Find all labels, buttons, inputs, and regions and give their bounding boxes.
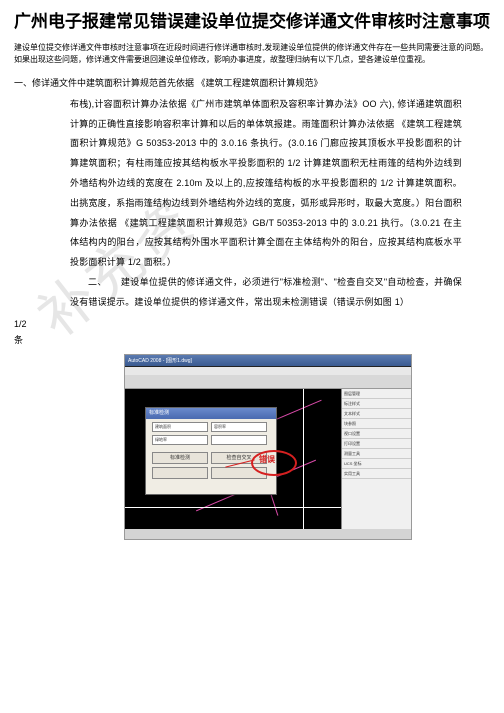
cad-crosshair-horizontal — [125, 507, 341, 508]
check-standard-button[interactable]: 标准检测 — [152, 452, 208, 464]
cad-dialog-title: 标准检测 — [146, 408, 276, 419]
dialog-input[interactable] — [211, 435, 267, 445]
cad-side-item: 图层管理 — [342, 389, 411, 399]
cad-titlebar: AutoCAD 2008 - [图形1.dwg] — [125, 355, 411, 367]
error-text-label: 错误 — [259, 454, 275, 465]
dialog-input[interactable]: 绿地率 — [152, 435, 208, 445]
body-paragraph-1: 布栈),计容面积计算办法依据《广州市建筑单体面积及容积率计算办法》OO 六), … — [14, 95, 490, 273]
cad-side-item: 文本样式 — [342, 409, 411, 419]
cad-dialog: 标准检测 建筑面积 容积率 绿地率 标准检测 检查自交叉 — [145, 407, 277, 495]
cad-side-item: 打印设置 — [342, 439, 411, 449]
body-paragraph-2: 二、 建设单位提供的修详通文件，必须进行"标准检测"、"检查自交叉"自动检查，并… — [14, 273, 490, 313]
cad-crosshair-vertical — [303, 389, 304, 529]
cad-side-item: 实用工具 — [342, 469, 411, 479]
cad-sidebar: 图层管理 标注样式 文本样式 块参照 视口设置 打印设置 测量工具 UCS 坐标… — [341, 389, 411, 529]
cad-side-item: UCS 坐标 — [342, 459, 411, 469]
cad-side-item: 标注样式 — [342, 399, 411, 409]
cad-statusbar — [125, 529, 411, 539]
cad-side-item: 视口设置 — [342, 429, 411, 439]
dialog-button[interactable] — [152, 467, 208, 479]
dialog-input[interactable]: 建筑面积 — [152, 422, 208, 432]
section-1-heading: 一、修详通文件中建筑面积计算规范首先依据 《建筑工程建筑面积计算规范》 — [14, 76, 490, 89]
intro-paragraph: 建设单位提交修详通文件审核时注意事项在近段时间进行修详通审核时,发现建设单位提供… — [14, 42, 490, 66]
cad-side-item: 测量工具 — [342, 449, 411, 459]
cad-toolbar — [125, 375, 411, 389]
dialog-input[interactable]: 容积率 — [211, 422, 267, 432]
cad-screenshot: AutoCAD 2008 - [图形1.dwg] 图层管理 标注样式 文本样式 … — [124, 354, 412, 540]
cad-menubar — [125, 367, 411, 375]
tiao-char: 条 — [14, 333, 490, 346]
page-number: 1/2 — [14, 319, 490, 329]
page-title: 广州电子报建常见错误建设单位提交修详通文件审核时注意事项 — [14, 10, 490, 34]
cad-side-item: 块参照 — [342, 419, 411, 429]
